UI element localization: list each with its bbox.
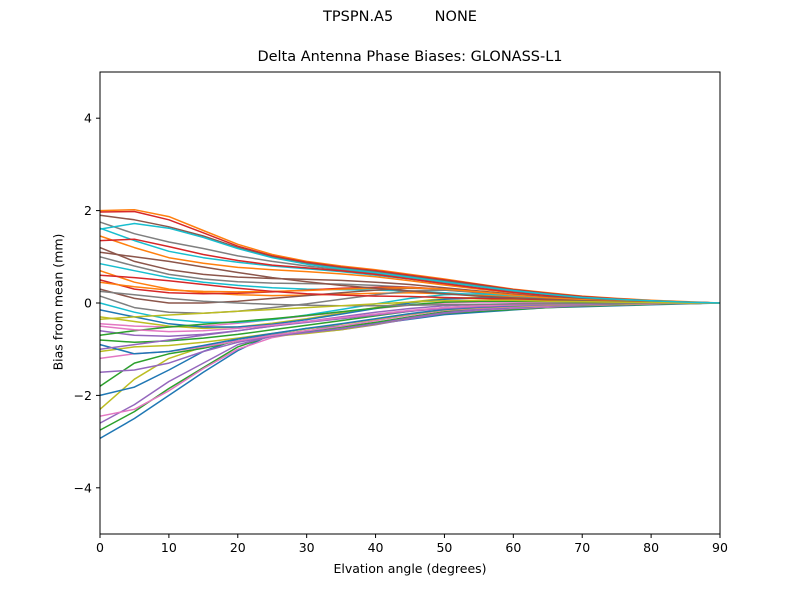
x-tick-label: 10 [161, 540, 177, 555]
y-tick-label: 2 [84, 203, 92, 218]
x-tick-label: 20 [230, 540, 246, 555]
x-tick-label: 90 [712, 540, 728, 555]
x-axis-label: Elvation angle (degrees) [333, 561, 487, 576]
series-line-sat-38 [99, 290, 720, 307]
series-line-sat-04 [99, 210, 721, 304]
y-tick-label: 4 [84, 111, 92, 126]
x-tick-label: 50 [436, 540, 452, 555]
y-axis-ticks: −4 −2 0 2 4 [74, 111, 100, 495]
series-line-sat-39 [99, 299, 720, 320]
series-line-sat-01 [99, 302, 721, 440]
y-tick-label: 0 [84, 296, 92, 311]
figure-suptitle: TPSPN.A5 NONE [323, 9, 477, 25]
x-tick-label: 30 [299, 540, 315, 555]
series-line-sat-40 [99, 222, 721, 304]
x-tick-label: 60 [505, 540, 521, 555]
y-axis-label: Bias from mean (mm) [50, 233, 66, 371]
x-tick-label: 40 [368, 540, 384, 555]
x-tick-label: 0 [96, 540, 104, 555]
x-tick-label: 70 [574, 540, 590, 555]
x-tick-label: 80 [643, 540, 659, 555]
y-tick-label: −2 [74, 388, 92, 403]
chart-title: Delta Antenna Phase Biases: GLONASS-L1 [257, 49, 563, 65]
y-tick-label: −4 [74, 480, 92, 495]
series-line-sat-07 [99, 302, 721, 417]
x-axis-ticks: 0 10 20 30 40 50 60 70 80 90 [96, 534, 728, 555]
series-layer [99, 208, 721, 440]
